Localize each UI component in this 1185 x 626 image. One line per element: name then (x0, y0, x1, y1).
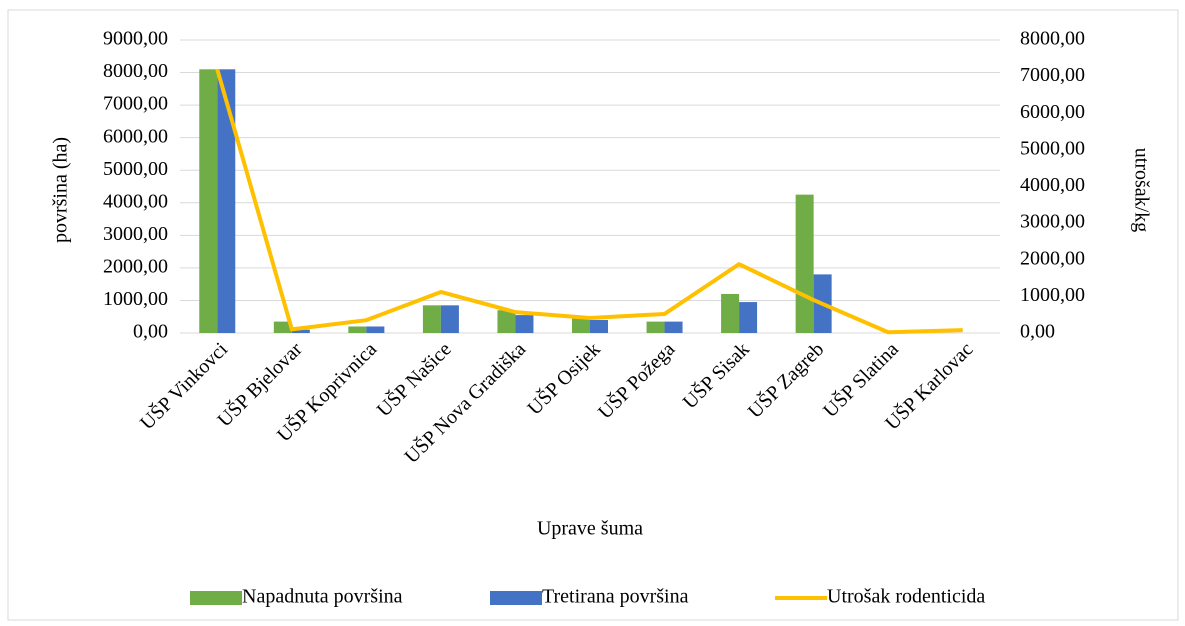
y2-tick-label: 6000,00 (1020, 101, 1085, 123)
legend-swatch (490, 591, 542, 605)
legend-swatch (190, 591, 242, 605)
x-tick-label: UŠP Požega (593, 337, 680, 424)
bar (217, 69, 236, 334)
line (215, 68, 963, 335)
legend-label: Utrošak rodenticida (827, 586, 985, 608)
y-tick-label: 2000,00 (103, 255, 168, 277)
y2-tick-label: 0,00 (1020, 321, 1055, 343)
y2-tick-label: 5000,00 (1020, 137, 1085, 159)
y2-tick-label: 7000,00 (1020, 64, 1085, 86)
bar (664, 321, 683, 333)
bar (515, 315, 534, 333)
bar (291, 329, 310, 333)
x-tick-label: UŠP Osijek (522, 337, 605, 420)
bar (348, 326, 367, 333)
y-tick-label: 5000,00 (103, 158, 168, 180)
bar (199, 69, 218, 334)
y2-tick-label: 2000,00 (1020, 247, 1085, 269)
bar (572, 318, 590, 333)
bar (440, 305, 459, 333)
y2-tick-label: 8000,00 (1020, 28, 1085, 50)
x-tick-label: UŠP Sisak (677, 337, 754, 414)
bar (721, 293, 740, 333)
y-axis-title: površina (ha) (50, 137, 72, 243)
y-tick-label: 4000,00 (103, 190, 168, 212)
legend-label: Napadnuta površina (242, 586, 403, 608)
x-tick-label: UŠP Zagreb (742, 337, 828, 423)
bar (366, 326, 385, 333)
bar (795, 194, 814, 333)
bar (739, 302, 758, 333)
y-tick-label: 6000,00 (103, 125, 168, 147)
y-tick-label: 1000,00 (103, 288, 168, 310)
y2-axis-title: utrošak/kg (1130, 148, 1152, 232)
bar (590, 319, 608, 333)
y2-tick-label: 4000,00 (1020, 174, 1085, 196)
y-tick-label: 7000,00 (103, 93, 168, 115)
x-tick-label: UŠP Nova Gradiška (399, 337, 530, 468)
y-tick-label: 3000,00 (103, 223, 168, 245)
bar (422, 305, 441, 333)
y-tick-label: 0,00 (133, 321, 168, 343)
y2-tick-label: 1000,00 (1020, 284, 1085, 306)
chart-frame (7, 9, 1179, 621)
bar (646, 321, 665, 333)
bar (497, 310, 516, 333)
y2-tick-label: 3000,00 (1020, 211, 1085, 233)
legend-label: Tretirana površina (542, 586, 689, 608)
x-axis-title: Uprave šuma (537, 518, 643, 540)
y-tick-label: 8000,00 (103, 60, 168, 82)
y-tick-label: 9000,00 (103, 28, 168, 50)
bar (273, 321, 292, 333)
